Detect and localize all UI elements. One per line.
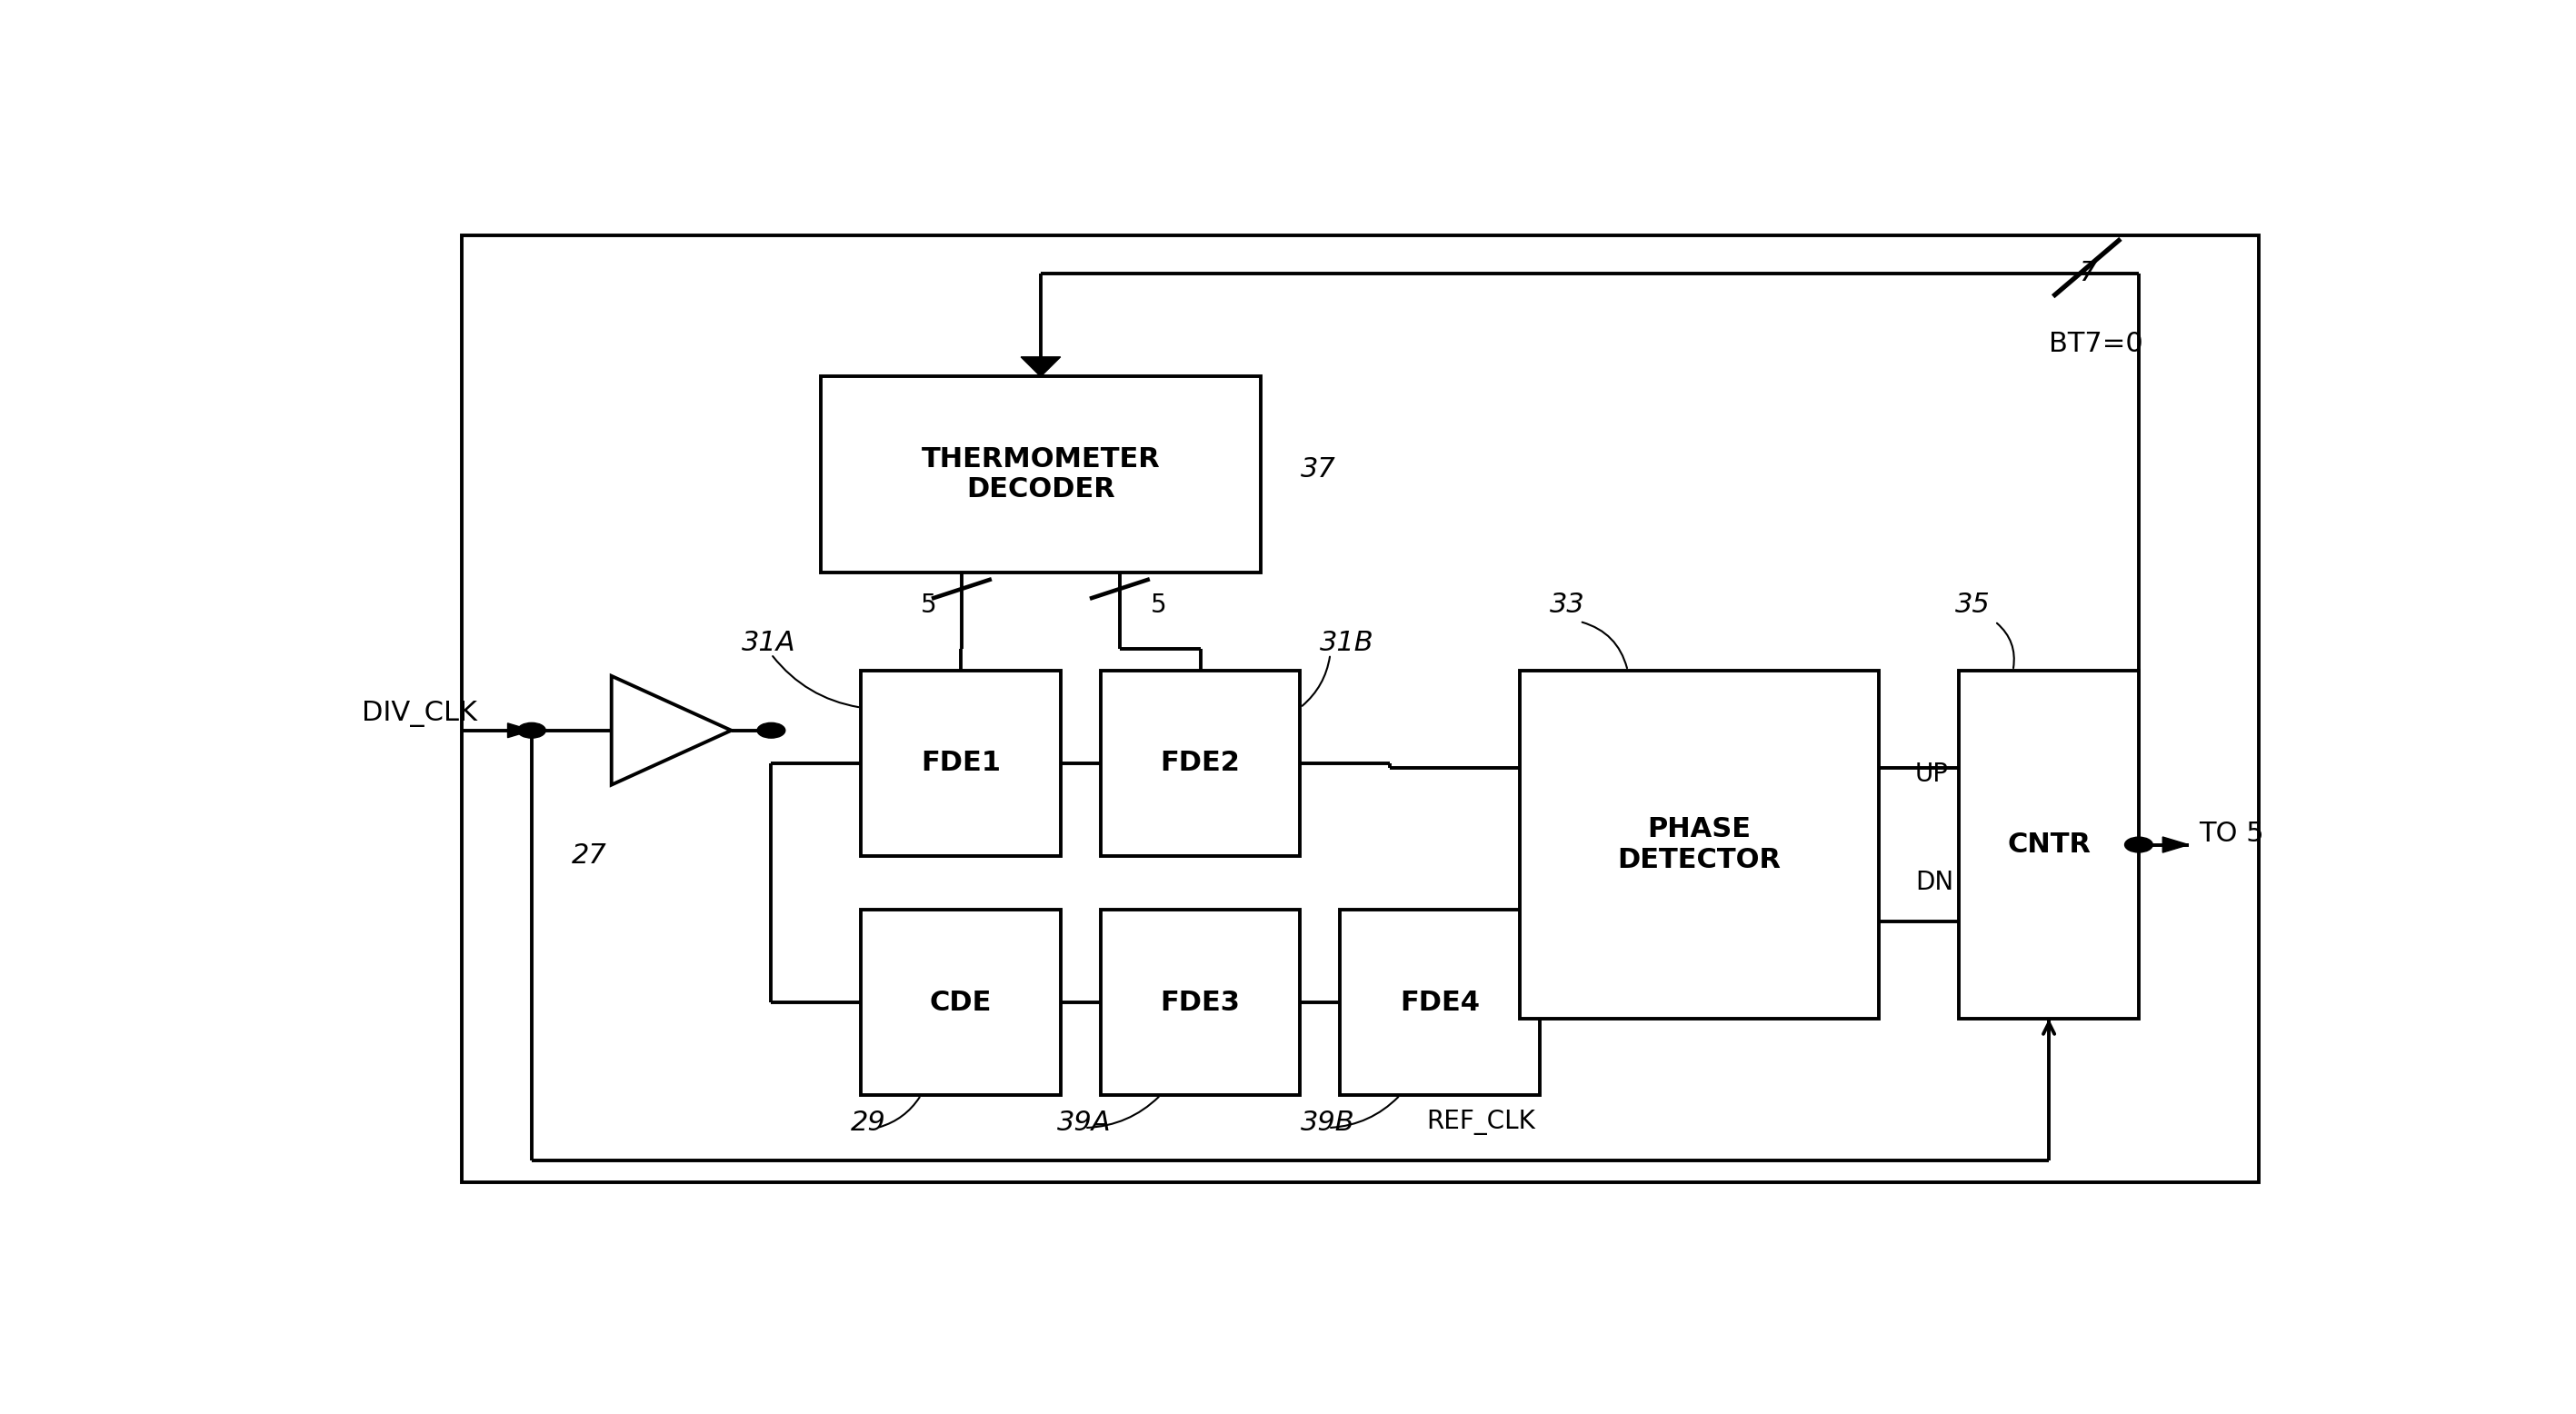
Text: 39A: 39A bbox=[1056, 1109, 1110, 1135]
Text: FDE1: FDE1 bbox=[920, 749, 1002, 776]
Text: 7: 7 bbox=[2079, 260, 2097, 286]
FancyBboxPatch shape bbox=[1340, 911, 1540, 1096]
Text: 31B: 31B bbox=[1321, 631, 1376, 656]
Text: 35: 35 bbox=[1955, 592, 1991, 618]
Circle shape bbox=[518, 723, 546, 738]
FancyBboxPatch shape bbox=[1100, 911, 1301, 1096]
Text: 29: 29 bbox=[850, 1109, 886, 1135]
Text: DIV_CLK: DIV_CLK bbox=[361, 701, 477, 727]
Text: 31A: 31A bbox=[742, 631, 796, 656]
Text: PHASE
DETECTOR: PHASE DETECTOR bbox=[1618, 816, 1783, 874]
Text: TO 5: TO 5 bbox=[2200, 820, 2264, 847]
FancyBboxPatch shape bbox=[860, 911, 1061, 1096]
Text: FDE3: FDE3 bbox=[1159, 990, 1242, 1015]
Text: 27: 27 bbox=[572, 843, 608, 868]
Text: FDE2: FDE2 bbox=[1159, 749, 1242, 776]
Text: THERMOMETER
DECODER: THERMOMETER DECODER bbox=[922, 445, 1159, 503]
Text: REF_CLK: REF_CLK bbox=[1427, 1110, 1535, 1135]
Text: 39B: 39B bbox=[1301, 1109, 1355, 1135]
FancyBboxPatch shape bbox=[1520, 670, 1880, 1019]
FancyBboxPatch shape bbox=[860, 670, 1061, 855]
Polygon shape bbox=[2164, 837, 2190, 853]
Text: DN: DN bbox=[1914, 870, 1953, 895]
FancyBboxPatch shape bbox=[1100, 670, 1301, 855]
Text: 5: 5 bbox=[922, 592, 938, 618]
FancyBboxPatch shape bbox=[1958, 670, 2138, 1019]
FancyBboxPatch shape bbox=[822, 376, 1260, 573]
Text: FDE4: FDE4 bbox=[1399, 990, 1481, 1015]
Circle shape bbox=[2125, 837, 2154, 853]
Text: CNTR: CNTR bbox=[2007, 831, 2092, 858]
Text: 33: 33 bbox=[1551, 592, 1584, 618]
Text: 5: 5 bbox=[1151, 592, 1167, 618]
Text: BT7=0: BT7=0 bbox=[2048, 331, 2143, 358]
Text: CDE: CDE bbox=[930, 990, 992, 1015]
Text: 37: 37 bbox=[1301, 455, 1334, 482]
Text: UP: UP bbox=[1914, 761, 1950, 786]
Circle shape bbox=[757, 723, 786, 738]
Polygon shape bbox=[1020, 356, 1061, 376]
Polygon shape bbox=[507, 723, 531, 738]
